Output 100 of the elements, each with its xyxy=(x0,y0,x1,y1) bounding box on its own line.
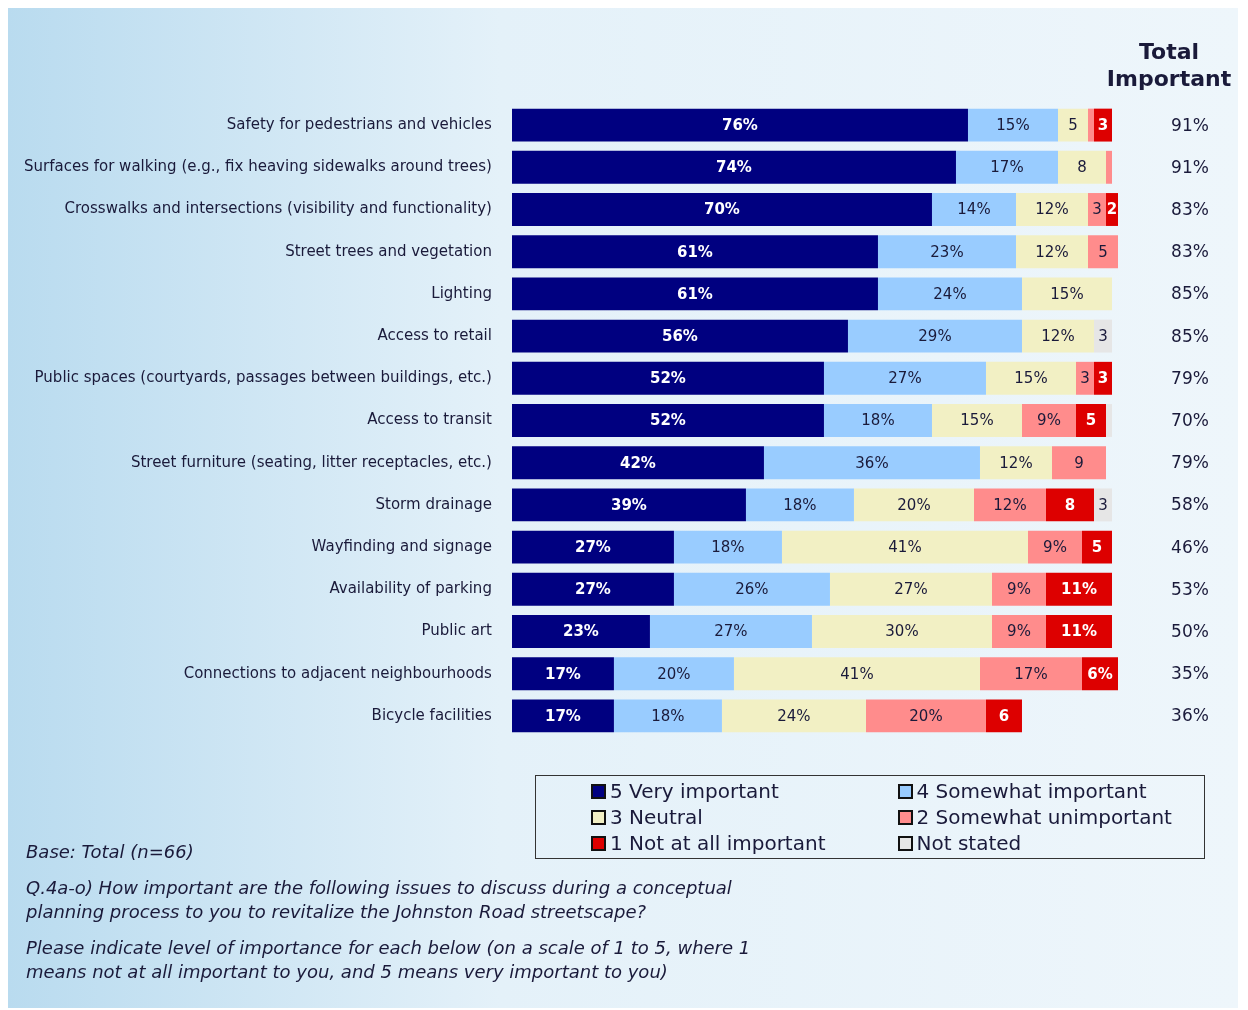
y-tick-label: Connections to adjacent neighbourhoods xyxy=(183,663,493,682)
y-tick-label: Surfaces for walking (e.g., fix heaving sidewalks around trees) xyxy=(23,157,492,176)
data-label: 2 xyxy=(1106,200,1118,219)
data-label: 20% xyxy=(657,664,691,683)
data-label: 12% xyxy=(1041,326,1075,345)
data-label: 12% xyxy=(1035,242,1069,261)
data-label: 24% xyxy=(933,284,967,303)
data-label: 8 xyxy=(1064,495,1076,514)
y-tick-label: Street trees and vegetation xyxy=(285,241,492,260)
data-label: 27% xyxy=(894,580,928,599)
data-label: 18% xyxy=(651,706,685,725)
text: Please indicate level of importance for each below (on a scale of 1 to 5, where 1 means not at all important to you, and 5 means very important to you) xyxy=(26,936,752,984)
data-label: 3 xyxy=(1097,369,1109,388)
y-tick-label: Crosswalks and intersections (visibility and functionality) xyxy=(64,199,492,218)
data-label: 5 xyxy=(1085,411,1097,430)
text: 5 Very important xyxy=(610,778,779,804)
y-tick-label: Public art xyxy=(421,621,493,640)
data-label: 11% xyxy=(1061,622,1097,641)
data-label: 20% xyxy=(897,495,931,514)
data-label: 9% xyxy=(1043,537,1067,556)
data-label: 52% xyxy=(649,369,686,388)
data-label: 5 xyxy=(1098,242,1108,261)
data-label: 61% xyxy=(676,284,713,303)
text: 79% xyxy=(1171,452,1209,473)
text: 58% xyxy=(1171,494,1209,515)
data-label: 15% xyxy=(996,115,1030,134)
data-label: 3 xyxy=(1098,495,1108,514)
data-label: 17% xyxy=(1014,664,1048,683)
data-label: 6% xyxy=(1087,664,1113,683)
legend-label: 2 Somewhat unimportant xyxy=(916,804,1172,830)
legend-label: 1 Not at all important xyxy=(610,830,826,856)
y-tick-label: Lighting xyxy=(431,283,492,302)
data-label: 23% xyxy=(562,622,599,641)
data-label: 17% xyxy=(544,706,581,725)
data-label: 8 xyxy=(1077,158,1087,177)
data-label: 18% xyxy=(783,495,817,514)
text: 53% xyxy=(1171,578,1209,599)
data-label: 3 xyxy=(1098,326,1108,345)
data-label: 27% xyxy=(714,622,748,641)
data-label: 17% xyxy=(990,158,1024,177)
data-label: 26% xyxy=(735,580,769,599)
text: Q.4a-o) How important are the following issues to discuss during a conceptual planning process to you to revitalize the Johnston Road streetscape? xyxy=(26,876,733,924)
data-label: 9% xyxy=(1007,622,1031,641)
data-label: 30% xyxy=(885,622,919,641)
y-tick-label: Bicycle facilities xyxy=(371,705,493,724)
text: 85% xyxy=(1171,325,1209,346)
data-label: 11% xyxy=(1061,580,1097,599)
text: 50% xyxy=(1171,620,1209,641)
data-label: 9 xyxy=(1074,453,1084,472)
data-label: 3 xyxy=(1080,369,1090,388)
text: 85% xyxy=(1171,283,1209,304)
data-label: 14% xyxy=(957,200,991,219)
y2-axis-title: Total Important xyxy=(1106,39,1232,91)
data-label: 27% xyxy=(574,580,611,599)
data-label: 17% xyxy=(544,664,581,683)
y-tick-label: Availability of parking xyxy=(329,579,492,598)
text: 36% xyxy=(1171,705,1209,726)
data-label: 27% xyxy=(888,369,922,388)
data-label: 52% xyxy=(649,411,686,430)
text: 70% xyxy=(1171,409,1209,430)
data-label: 74% xyxy=(715,158,752,177)
text: 91% xyxy=(1171,114,1209,135)
text: Base: Total (n=66) xyxy=(26,841,194,862)
data-label: 29% xyxy=(918,326,952,345)
data-label: 3 xyxy=(1092,200,1102,219)
data-label: 39% xyxy=(610,495,647,514)
y-tick-label: Safety for pedestrians and vehicles xyxy=(226,114,493,133)
data-label: 41% xyxy=(888,537,922,556)
y-tick-label: Access to retail xyxy=(377,325,492,344)
text: 35% xyxy=(1171,663,1209,684)
data-label: 76% xyxy=(721,115,758,134)
data-label: 18% xyxy=(711,537,745,556)
data-label: 36% xyxy=(855,453,889,472)
text: 79% xyxy=(1171,367,1209,388)
data-label: 6 xyxy=(998,706,1010,725)
data-label: 9% xyxy=(1037,411,1061,430)
y-tick-label: Wayfinding and signage xyxy=(311,536,492,555)
text: 83% xyxy=(1171,241,1209,262)
text: 83% xyxy=(1171,198,1209,219)
text: 91% xyxy=(1171,156,1209,177)
data-label: 12% xyxy=(993,495,1027,514)
data-label: 70% xyxy=(703,200,740,219)
legend-label: 4 Somewhat important xyxy=(916,778,1147,804)
data-label: 5 xyxy=(1091,537,1103,556)
data-label: 56% xyxy=(661,326,698,345)
data-label: 27% xyxy=(574,537,611,556)
data-label: 20% xyxy=(909,706,943,725)
y-tick-label: Storm drainage xyxy=(375,494,492,513)
y-tick-label: Public spaces (courtyards, passages between buildings, etc.) xyxy=(34,368,492,387)
y-tick-label: Access to transit xyxy=(367,410,493,429)
data-label: 3 xyxy=(1097,115,1109,134)
y-tick-label: Street furniture (seating, litter receptacles, etc.) xyxy=(130,452,492,471)
data-label: 23% xyxy=(930,242,964,261)
data-label: 12% xyxy=(999,453,1033,472)
data-label: 41% xyxy=(840,664,874,683)
data-label: 9% xyxy=(1007,580,1031,599)
data-label: 42% xyxy=(619,453,656,472)
data-label: 12% xyxy=(1035,200,1069,219)
text: 46% xyxy=(1171,536,1209,557)
legend-label: Not stated xyxy=(916,830,1022,856)
